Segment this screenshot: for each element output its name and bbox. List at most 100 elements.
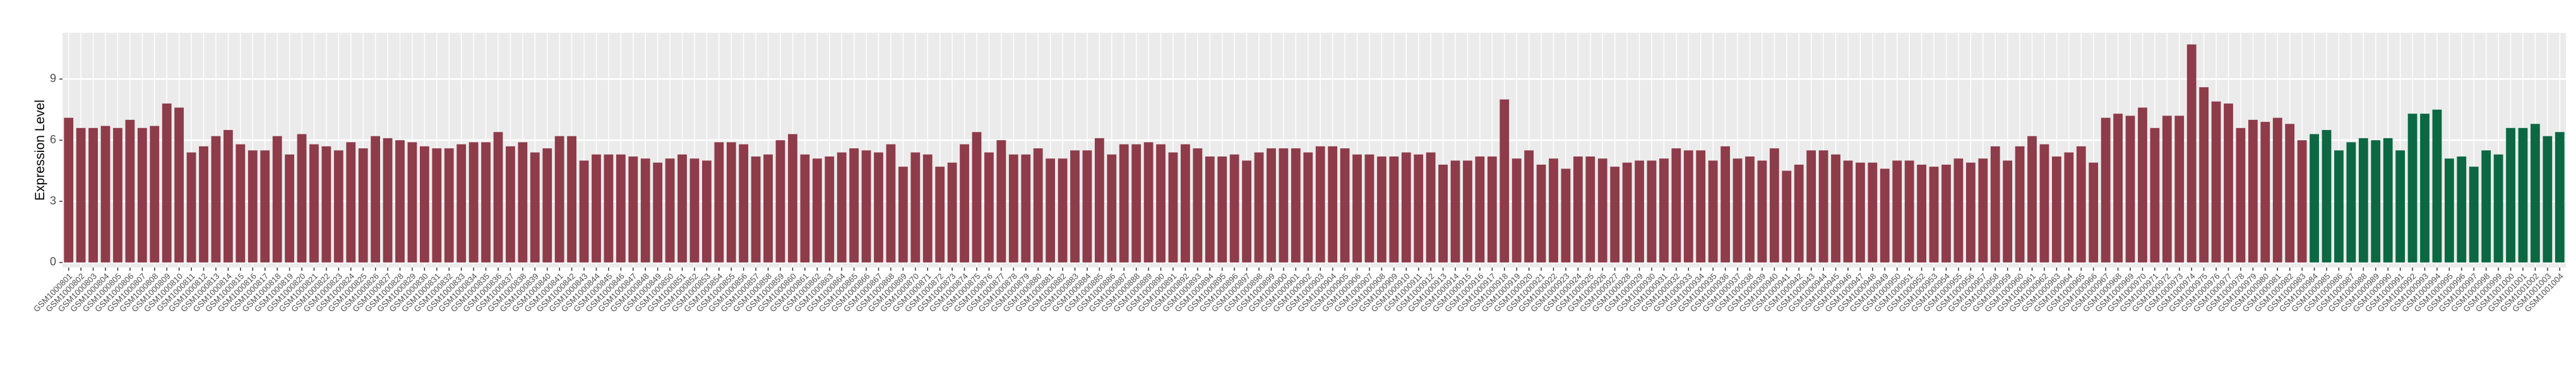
bar: [2272, 117, 2282, 263]
bar: [2186, 44, 2197, 263]
bar: [247, 150, 258, 263]
bar: [1941, 164, 1951, 263]
bar: [1536, 164, 1546, 263]
bar: [1389, 156, 1399, 263]
bar: [1512, 158, 1522, 263]
bar: [1708, 160, 1718, 263]
bar: [1818, 150, 1828, 263]
plot-panel: [63, 33, 2566, 268]
bar: [812, 158, 822, 263]
bar: [1794, 164, 1804, 263]
bar: [592, 154, 601, 263]
bar: [125, 119, 135, 263]
bar: [714, 142, 724, 263]
bar: [1303, 152, 1313, 263]
bar: [2224, 103, 2233, 263]
bar: [2407, 114, 2418, 263]
bar: [1782, 170, 1792, 263]
bar: [260, 150, 270, 263]
bar: [137, 127, 147, 263]
bar: [297, 134, 307, 263]
bar: [1119, 144, 1129, 263]
bar: [2101, 117, 2111, 263]
bar: [579, 160, 589, 263]
bar: [1683, 150, 1693, 263]
bar: [1500, 99, 1510, 263]
bar: [2162, 115, 2172, 263]
bar: [1094, 138, 1104, 263]
bar: [2420, 114, 2430, 263]
bar: [1904, 160, 1914, 263]
bar: [236, 144, 246, 263]
bar: [64, 117, 74, 263]
bar: [1401, 152, 1411, 263]
bar: [481, 142, 491, 263]
y-tick-label: 3: [50, 194, 56, 207]
bar: [972, 132, 982, 263]
bar: [2260, 122, 2270, 263]
bar: [1671, 148, 1681, 263]
bar: [640, 158, 650, 263]
bar: [333, 150, 343, 263]
bar: [1892, 160, 1902, 263]
bar: [2138, 107, 2147, 263]
bar: [321, 146, 331, 263]
bar: [186, 152, 196, 263]
bar: [2052, 156, 2061, 263]
bar: [922, 154, 933, 263]
bar: [1757, 160, 1767, 263]
bar: [1315, 146, 1325, 263]
bar: [935, 167, 945, 263]
bar: [1831, 154, 1840, 263]
bar: [1254, 152, 1264, 263]
bar: [1585, 156, 1595, 263]
bar: [2236, 127, 2246, 263]
bar: [1414, 154, 1424, 263]
bar: [849, 148, 859, 263]
bar: [910, 152, 921, 263]
bar: [898, 167, 908, 263]
bar: [751, 156, 761, 263]
bar: [2457, 156, 2467, 263]
y-tick-label: 0: [50, 256, 56, 268]
bar: [1929, 167, 1939, 263]
bar: [100, 126, 110, 263]
bar: [996, 140, 1006, 263]
bar: [616, 154, 626, 263]
bar: [677, 154, 687, 263]
y-tick-label: 6: [50, 133, 56, 146]
y-tick-label: 9: [50, 72, 56, 85]
bar: [1328, 146, 1338, 263]
bar: [2064, 152, 2074, 263]
bar: [628, 156, 638, 263]
bar: [1720, 146, 1731, 263]
bar: [2493, 154, 2503, 263]
bar: [886, 144, 896, 263]
bar: [272, 136, 282, 263]
bar: [2113, 114, 2123, 263]
bar: [199, 146, 208, 263]
bar: [837, 152, 847, 263]
bar: [1965, 162, 1976, 263]
bar: [2543, 136, 2553, 263]
bar: [1008, 154, 1018, 263]
bar: [1856, 162, 1865, 263]
bar: [2555, 132, 2565, 263]
bar: [2371, 140, 2381, 263]
bar: [1524, 150, 1534, 263]
bar: [1769, 148, 1779, 263]
bar: [2469, 167, 2479, 263]
bar: [1364, 154, 1374, 263]
bar: [1205, 156, 1215, 263]
bar: [2027, 136, 2037, 263]
bar: [665, 158, 675, 263]
bar: [2334, 150, 2344, 263]
bar: [493, 132, 503, 263]
bar: [1463, 160, 1472, 263]
bar: [530, 152, 540, 263]
bar: [2297, 140, 2307, 263]
bar: [825, 156, 835, 263]
bar: [2432, 109, 2442, 263]
bar: [567, 136, 576, 263]
bar: [2039, 144, 2049, 263]
